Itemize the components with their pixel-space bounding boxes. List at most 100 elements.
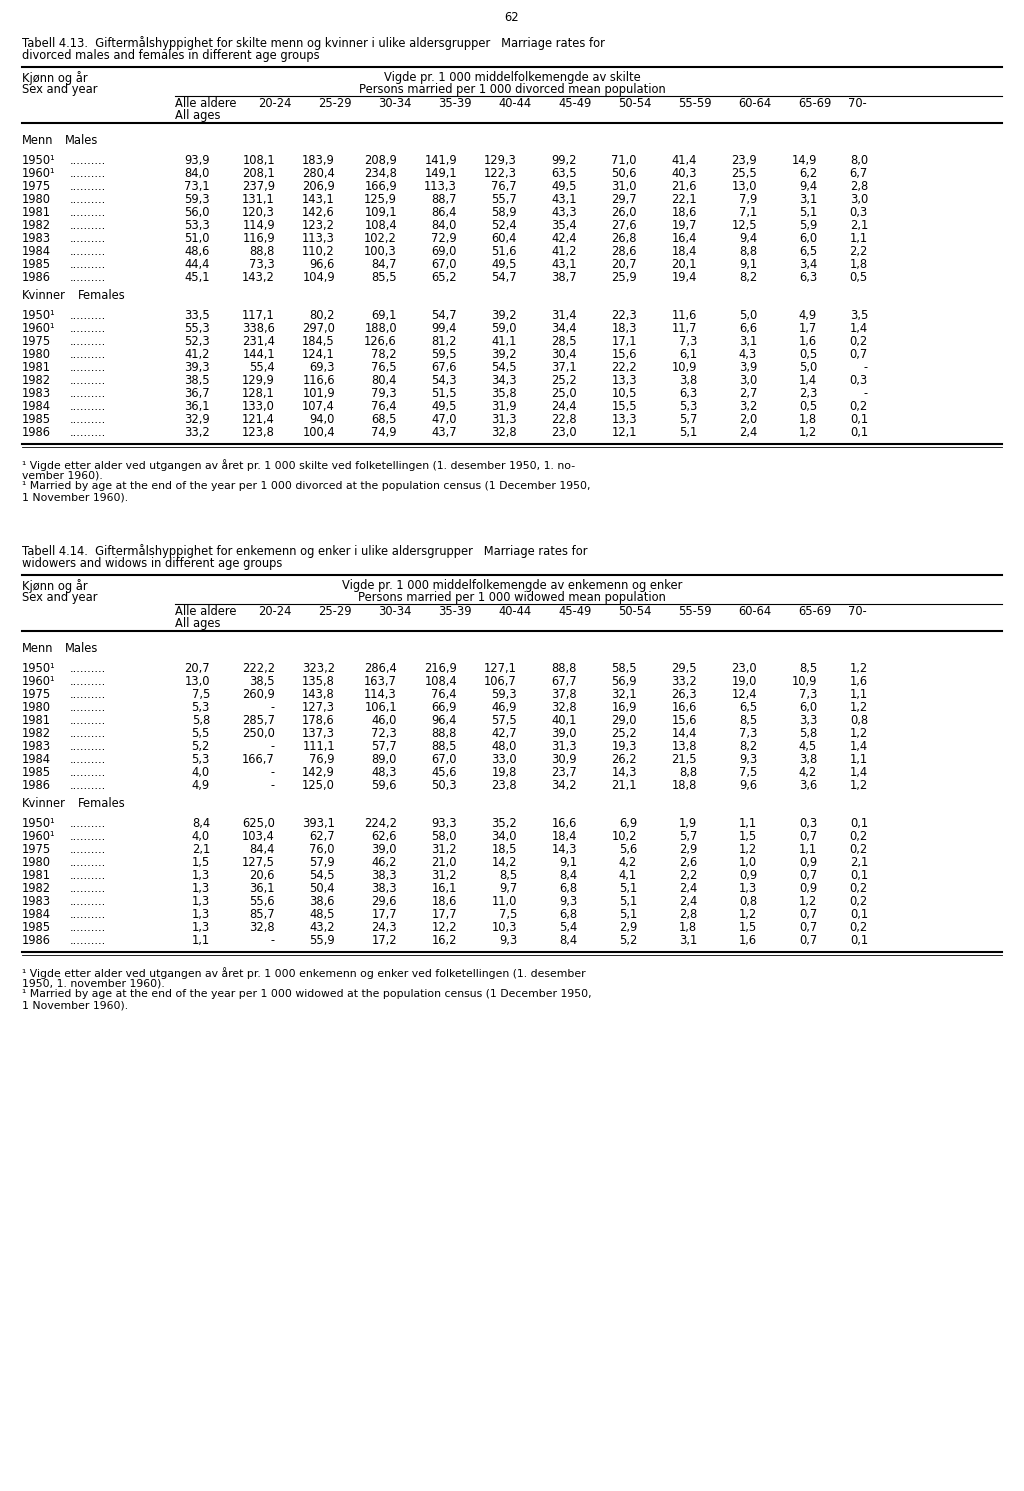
Text: 338,6: 338,6 (242, 322, 275, 335)
Text: 96,6: 96,6 (309, 258, 335, 271)
Text: 88,7: 88,7 (431, 192, 457, 206)
Text: 38,3: 38,3 (372, 869, 397, 883)
Text: 1984: 1984 (22, 400, 51, 413)
Text: 35-39: 35-39 (438, 97, 471, 110)
Text: 50-54: 50-54 (618, 97, 651, 110)
Text: 13,0: 13,0 (184, 675, 210, 687)
Text: 22,1: 22,1 (672, 192, 697, 206)
Text: 96,4: 96,4 (432, 714, 457, 728)
Text: 2,1: 2,1 (850, 856, 868, 869)
Text: 1983: 1983 (22, 740, 51, 753)
Text: 1975: 1975 (22, 842, 51, 856)
Text: 16,9: 16,9 (611, 701, 637, 714)
Text: ..........: .......... (70, 154, 106, 167)
Text: 0,9: 0,9 (739, 869, 757, 883)
Text: 10,9: 10,9 (672, 361, 697, 374)
Text: 2,0: 2,0 (738, 413, 757, 426)
Text: 111,1: 111,1 (302, 740, 335, 753)
Text: ..........: .......... (70, 192, 106, 206)
Text: 1,2: 1,2 (799, 426, 817, 438)
Text: 2,8: 2,8 (679, 908, 697, 921)
Text: 117,1: 117,1 (243, 309, 275, 322)
Text: 63,5: 63,5 (551, 167, 577, 180)
Text: ..........: .......... (70, 388, 106, 400)
Text: 58,5: 58,5 (611, 662, 637, 675)
Text: 43,1: 43,1 (552, 258, 577, 271)
Text: 76,7: 76,7 (492, 180, 517, 192)
Text: 135,8: 135,8 (302, 675, 335, 687)
Text: 188,0: 188,0 (365, 322, 397, 335)
Text: 50,3: 50,3 (431, 778, 457, 792)
Text: ..........: .......... (70, 167, 106, 180)
Text: Menn: Menn (22, 134, 53, 148)
Text: 9,3: 9,3 (559, 895, 577, 908)
Text: 44,4: 44,4 (184, 258, 210, 271)
Text: 1,4: 1,4 (799, 374, 817, 388)
Text: 4,1: 4,1 (618, 869, 637, 883)
Text: 14,2: 14,2 (492, 856, 517, 869)
Text: 2,3: 2,3 (799, 388, 817, 400)
Text: Kjønn og år: Kjønn og år (22, 72, 88, 85)
Text: 9,4: 9,4 (799, 180, 817, 192)
Text: 62: 62 (505, 10, 519, 24)
Text: ..........: .......... (70, 933, 106, 947)
Text: 108,4: 108,4 (365, 219, 397, 233)
Text: 88,8: 88,8 (250, 245, 275, 258)
Text: 1950¹: 1950¹ (22, 309, 55, 322)
Text: 1,2: 1,2 (799, 895, 817, 908)
Text: 1 November 1960).: 1 November 1960). (22, 1000, 128, 1009)
Text: 55,4: 55,4 (250, 361, 275, 374)
Text: 1981: 1981 (22, 361, 51, 374)
Text: 54,7: 54,7 (492, 271, 517, 283)
Text: 1975: 1975 (22, 335, 51, 347)
Text: 6,8: 6,8 (559, 883, 577, 895)
Text: 20-24: 20-24 (258, 97, 292, 110)
Text: 6,5: 6,5 (738, 701, 757, 714)
Text: 0,7: 0,7 (850, 347, 868, 361)
Text: 80,2: 80,2 (309, 309, 335, 322)
Text: 1985: 1985 (22, 766, 51, 778)
Text: 76,4: 76,4 (431, 687, 457, 701)
Text: ..........: .......... (70, 347, 106, 361)
Text: 36,1: 36,1 (184, 400, 210, 413)
Text: 3,8: 3,8 (679, 374, 697, 388)
Text: 4,2: 4,2 (799, 766, 817, 778)
Text: 1980: 1980 (22, 701, 51, 714)
Text: 166,7: 166,7 (243, 753, 275, 766)
Text: 142,9: 142,9 (302, 766, 335, 778)
Text: 1,5: 1,5 (738, 830, 757, 842)
Text: 16,1: 16,1 (432, 883, 457, 895)
Text: 0,3: 0,3 (850, 206, 868, 219)
Text: 1,3: 1,3 (738, 883, 757, 895)
Text: 163,7: 163,7 (365, 675, 397, 687)
Text: 22,3: 22,3 (611, 309, 637, 322)
Text: 50,6: 50,6 (611, 167, 637, 180)
Text: 126,6: 126,6 (365, 335, 397, 347)
Text: 323,2: 323,2 (302, 662, 335, 675)
Text: 58,0: 58,0 (431, 830, 457, 842)
Text: 3,2: 3,2 (738, 400, 757, 413)
Text: 76,9: 76,9 (309, 753, 335, 766)
Text: 23,8: 23,8 (492, 778, 517, 792)
Text: 1975: 1975 (22, 180, 51, 192)
Text: 9,4: 9,4 (739, 233, 757, 245)
Text: 1,7: 1,7 (799, 322, 817, 335)
Text: 8,8: 8,8 (739, 245, 757, 258)
Text: 15,6: 15,6 (672, 714, 697, 728)
Text: 12,4: 12,4 (731, 687, 757, 701)
Text: 36,1: 36,1 (250, 883, 275, 895)
Text: 3,1: 3,1 (679, 933, 697, 947)
Text: 0,3: 0,3 (850, 374, 868, 388)
Text: 48,3: 48,3 (372, 766, 397, 778)
Text: 43,1: 43,1 (552, 192, 577, 206)
Text: 178,6: 178,6 (302, 714, 335, 728)
Text: 23,7: 23,7 (551, 766, 577, 778)
Text: 3,9: 3,9 (738, 361, 757, 374)
Text: 128,1: 128,1 (243, 388, 275, 400)
Text: 1,3: 1,3 (191, 908, 210, 921)
Text: 38,5: 38,5 (184, 374, 210, 388)
Text: 10,5: 10,5 (611, 388, 637, 400)
Text: 17,1: 17,1 (611, 335, 637, 347)
Text: 6,6: 6,6 (739, 322, 757, 335)
Text: ..........: .......... (70, 400, 106, 413)
